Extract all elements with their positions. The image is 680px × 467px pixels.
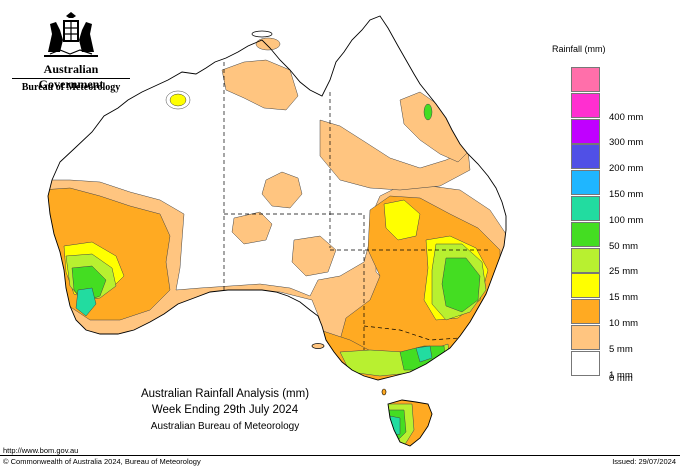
legend-swatch	[571, 221, 600, 247]
rain-area-nsw-green	[441, 257, 481, 313]
copyright-text: © Commonwealth of Australia 2024, Bureau…	[3, 457, 201, 466]
tasmania-rainfall	[387, 399, 433, 447]
legend-label: 400 mm	[609, 111, 644, 123]
map-source: Australian Bureau of Meteorology	[150, 421, 300, 432]
rain-spot-kimberley	[169, 93, 187, 107]
legend-swatch	[571, 196, 600, 221]
border-sa-qld	[330, 213, 365, 250]
bom-url-link[interactable]: http://www.bom.gov.au	[3, 446, 79, 455]
australia-rainfall-map	[47, 15, 507, 447]
rain-spot-arnhem	[255, 37, 281, 51]
legend-label-0mm: 0 mm	[609, 373, 633, 384]
legend-label: 50 mm	[609, 240, 639, 252]
melville-island	[251, 30, 273, 38]
legend-swatch	[571, 325, 600, 350]
legend-swatch	[571, 144, 600, 170]
rain-area-kimberley	[221, 59, 299, 111]
legend-label: 200 mm	[609, 163, 644, 175]
legend-swatch	[571, 273, 600, 299]
rain-area-wa-teal	[75, 287, 97, 317]
rain-area-central-blob	[261, 171, 303, 209]
rain-area-north-interior	[319, 119, 471, 191]
legend-label: 15 mm	[609, 292, 639, 304]
legend-swatch	[571, 299, 600, 325]
bureau-title: Bureau of Meteorology	[21, 82, 121, 93]
map-period: Week Ending 29th July 2024	[151, 404, 299, 416]
government-header: Australian Government Bureau of Meteorol…	[10, 12, 132, 97]
legend-label: 25 mm	[609, 266, 639, 278]
rain-area-nsw-yellow	[383, 199, 421, 241]
legend-swatch	[571, 67, 600, 92]
legend-swatch	[571, 170, 600, 196]
legend-swatch	[571, 350, 600, 376]
kangaroo-island	[311, 343, 325, 349]
legend-swatch	[571, 118, 600, 144]
legend-title: Rainfall (mm)	[552, 44, 606, 54]
coat-of-arms-icon	[44, 12, 98, 57]
rain-spot-kimberley-ring	[165, 90, 191, 110]
government-title: Australian Government	[38, 62, 104, 91]
legend-swatch	[571, 247, 600, 273]
rain-area-vic-teal	[415, 345, 433, 363]
border-nsw-vic	[363, 325, 461, 341]
tasmania-coastline	[387, 399, 433, 447]
legend-label: 1 mm	[609, 369, 633, 381]
issued-date: Issued: 29/07/2024	[612, 457, 676, 466]
legend-label: 100 mm	[609, 214, 644, 226]
rain-area-northeast-coast	[399, 91, 471, 163]
header-divider	[12, 78, 130, 79]
legend-label: 5 mm	[609, 343, 633, 355]
legend-label: 150 mm	[609, 189, 644, 200]
rain-area-central-west	[231, 211, 273, 245]
state-borders	[223, 62, 490, 350]
king-island	[381, 388, 387, 396]
legend-label: 300 mm	[609, 137, 644, 149]
rain-area-central-south	[291, 235, 337, 277]
legend-label: 10 mm	[609, 318, 639, 329]
legend-swatch	[571, 92, 600, 118]
rain-spot-cape-york	[423, 103, 433, 121]
footer-divider	[0, 455, 680, 456]
mainland-coastline	[47, 15, 507, 381]
map-title: Australian Rainfall Analysis (mm)	[140, 388, 310, 400]
